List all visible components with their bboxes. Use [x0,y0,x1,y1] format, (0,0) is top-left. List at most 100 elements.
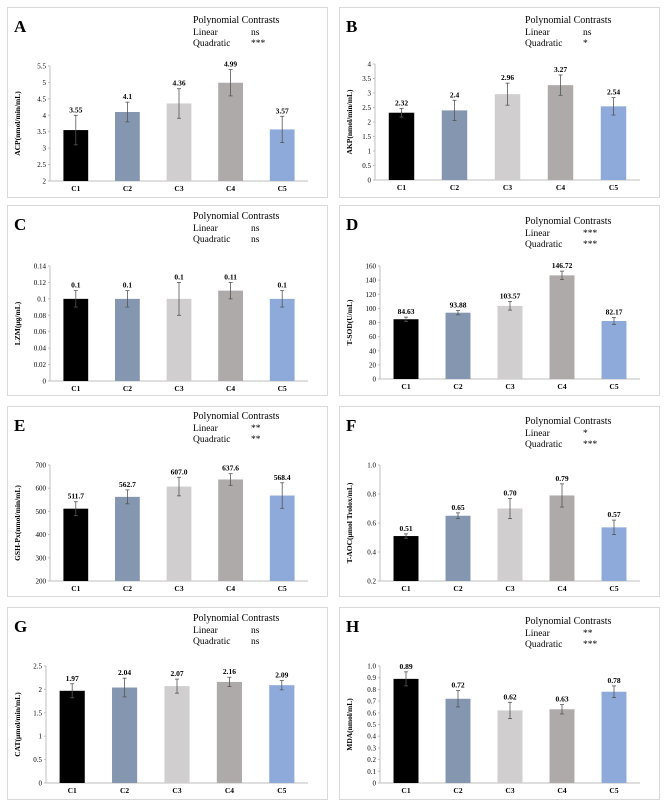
y-tick-label: 0.14 [34,263,47,271]
contrast-name: Linear [193,424,219,434]
y-tick-label: 2.5 [33,663,42,671]
contrast-name: Linear [525,28,551,38]
panel-letter: B [346,17,357,36]
error-bar [125,489,130,505]
error-bar [177,476,181,497]
y-tick-label: 1 [368,148,372,156]
y-axis-label: AKP(nmol/min/mL) [345,89,354,155]
bar-c4 [218,82,243,181]
y-tick-label: 0.3 [367,744,376,752]
bar-c3 [497,305,523,379]
y-tick-label: 0.7 [367,698,376,706]
y-tick-label: 0.1 [367,768,376,776]
y-tick-label: 0.8 [367,491,376,499]
bar-c5 [269,298,295,381]
error-bar [228,69,233,97]
contrast-title: Polynomial Contrasts [193,211,280,222]
chart-svg: F Polynomial Contrasts Linear * Quadratic ***… [345,416,640,593]
contrast-title: Polynomial Contrasts [193,411,280,422]
contrast-significance: ns [251,637,260,647]
bar-c5 [269,495,295,581]
chart-svg: D Polynomial Contrasts Linear *** Quadratic *… [345,215,640,391]
data-label: 2.32 [395,98,408,107]
y-tick-label: 0.5 [367,721,376,729]
y-axis-label: ACP(nmol/min/mL) [13,91,22,156]
bar-c1 [59,690,85,783]
chart-panel-b: B Polynomial Contrasts Linear ns Quadratic * 0… [339,7,660,198]
error-bar [280,482,285,509]
data-label: 3.27 [554,65,567,74]
contrast-significance: ns [251,28,260,38]
data-label: 0.65 [451,503,464,512]
x-tick-label: C2 [123,384,132,393]
y-tick-label: 2 [39,686,43,694]
y-tick-label: 0.12 [34,279,47,287]
chart-svg: E Polynomial Contrasts Linear ** Quadratic **… [13,411,308,593]
data-label: 3.57 [276,106,289,115]
error-bar [558,74,563,96]
y-tick-label: 100 [366,305,377,313]
error-bar [404,533,408,539]
contrast-name: Quadratic [193,435,230,445]
contrast-name: Quadratic [525,39,562,49]
y-tick-label: 0.4 [367,733,376,741]
error-bar [70,683,75,699]
y-tick-label: 0 [43,378,47,386]
contrast-name: Quadratic [193,39,230,49]
contrast-title: Polynomial Contrasts [525,616,612,627]
bar-c4 [218,290,243,381]
x-tick-label: C5 [277,786,286,795]
y-tick-label: 2 [43,178,47,186]
bar-c4 [547,85,574,180]
x-tick-label: C4 [226,384,235,393]
error-bar [175,678,179,694]
y-tick-label: 1.5 [33,709,42,717]
bar-c4 [549,709,575,783]
error-bar [399,107,404,118]
error-bar [505,82,510,106]
y-tick-label: 0.6 [367,520,376,528]
error-bar [280,115,285,143]
y-tick-label: 0.08 [34,312,47,320]
error-bar [177,282,181,316]
error-bar [227,676,232,687]
panel-letter: C [14,215,26,234]
error-bar [125,290,130,308]
error-bar [560,270,564,281]
x-tick-label: C1 [401,786,410,795]
y-tick-label: 160 [366,263,377,271]
contrast-significance: *** [583,229,598,239]
chart-svg: H Polynomial Contrasts Linear ** Quadratic **… [345,616,640,795]
bar-c2 [112,687,138,783]
y-tick-label: 140 [366,277,377,285]
x-tick-label: C2 [123,184,132,193]
y-tick-label: 2.5 [362,104,371,112]
data-label: 2.04 [118,668,131,677]
x-tick-label: C5 [278,584,287,593]
bar-c5 [601,691,627,783]
data-label: 0.1 [71,281,81,290]
data-label: 2.4 [450,90,460,99]
x-tick-label: C1 [401,382,410,391]
x-tick-label: C3 [174,384,183,393]
data-label: 0.1 [174,272,184,281]
chart-svg: B Polynomial Contrasts Linear ns Quadratic * 0… [345,15,640,192]
x-tick-label: C5 [609,786,618,795]
x-tick-label: C3 [505,382,514,391]
data-label: 0.79 [555,474,568,483]
bar-c2 [115,298,140,381]
x-tick-label: C5 [278,184,287,193]
contrast-significance: ns [251,235,260,245]
y-tick-label: 0.6 [367,709,376,717]
x-tick-label: C3 [505,786,514,795]
x-tick-label: C1 [71,184,80,193]
bar-c5 [601,527,627,581]
y-tick-label: 80 [369,319,377,327]
panel-letter: H [346,617,359,636]
y-axis-label: LZM(μg/mL) [13,301,22,345]
error-bar [560,704,564,715]
contrast-title: Polynomial Contrasts [193,613,280,624]
error-bar [73,114,78,146]
data-label: 0.62 [503,692,516,701]
y-tick-label: 4.5 [37,95,46,103]
